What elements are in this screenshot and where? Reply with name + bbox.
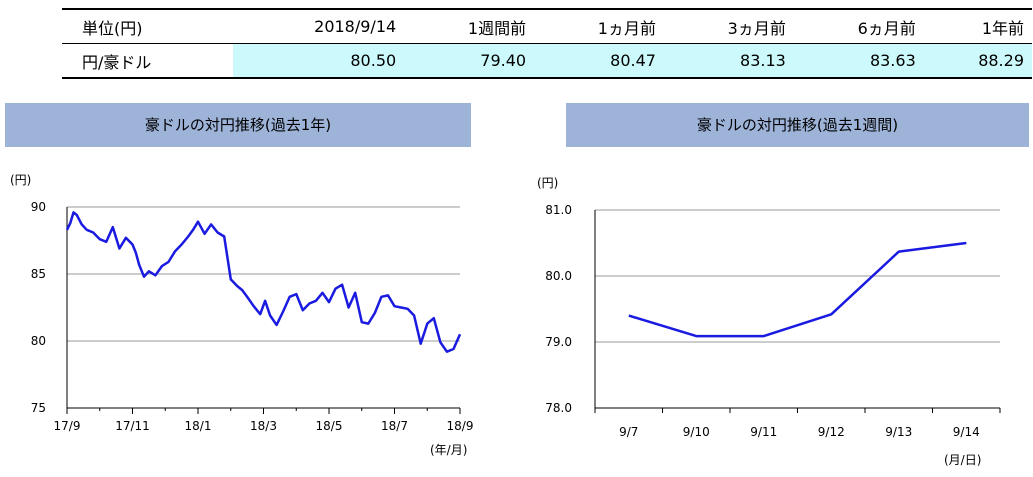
header-1-year: 1年前 xyxy=(923,9,1032,44)
y-tick-label-right: 79.0 xyxy=(545,335,572,349)
x-tick-label-left: 18/1 xyxy=(185,419,212,433)
y-unit-left: (円) xyxy=(10,173,31,187)
x-unit-right: (月/日) xyxy=(944,453,981,467)
chart-title-1-week: 豪ドルの対円推移(過去1週間) xyxy=(566,103,1029,147)
header-unit: 単位(円) xyxy=(62,9,233,44)
header-3-months: 3ヵ月前 xyxy=(663,9,794,44)
series-line-1-year xyxy=(65,211,462,353)
value-3-months: 83.13 xyxy=(663,43,794,79)
x-tick-label-left: 18/9 xyxy=(447,419,474,433)
y-tick-label-left: 90 xyxy=(31,200,46,214)
y-tick-label-left: 85 xyxy=(31,267,46,281)
x-tick-label-left: 17/9 xyxy=(54,419,81,433)
x-tick-label-left: 18/5 xyxy=(316,419,343,433)
x-tick-label-left: 18/3 xyxy=(250,419,277,433)
series-line-1-week xyxy=(628,241,967,338)
value-1-year: 88.29 xyxy=(923,43,1032,79)
x-tick-label-left: 17/11 xyxy=(115,419,150,433)
value-6-months: 83.63 xyxy=(793,43,924,79)
y-tick-label-left: 75 xyxy=(31,401,46,415)
x-tick-label-right: 9/14 xyxy=(953,425,980,439)
chart-title-1-year: 豪ドルの対円推移(過去1年) xyxy=(5,103,471,147)
value-1-week: 79.40 xyxy=(404,43,535,79)
header-1-week: 1週間前 xyxy=(404,9,535,44)
header-1-month: 1ヵ月前 xyxy=(534,9,664,44)
x-tick-label-left: 18/7 xyxy=(381,419,408,433)
x-tick-label-right: 9/13 xyxy=(885,425,912,439)
x-tick-label-right: 9/11 xyxy=(750,425,777,439)
x-tick-label-right: 9/12 xyxy=(818,425,845,439)
x-unit-left: (年/月) xyxy=(430,443,467,457)
value-1-month: 80.47 xyxy=(534,43,664,79)
row-label: 円/豪ドル xyxy=(62,43,233,79)
y-tick-label-right: 80.0 xyxy=(545,269,572,283)
y-tick-label-left: 80 xyxy=(31,334,46,348)
rate-table-header-row: 単位(円) 2018/9/14 1週間前 1ヵ月前 3ヵ月前 6ヵ月前 1年前 xyxy=(62,9,1032,44)
y-unit-right: (円) xyxy=(537,176,558,190)
x-tick-label-right: 9/7 xyxy=(619,425,638,439)
y-tick-label-right: 81.0 xyxy=(545,203,572,217)
rate-table: 単位(円) 2018/9/14 1週間前 1ヵ月前 3ヵ月前 6ヵ月前 1年前 … xyxy=(62,8,1032,79)
rate-table-row: 円/豪ドル 80.50 79.40 80.47 83.13 83.63 88.2… xyxy=(62,43,1032,79)
header-6-months: 6ヵ月前 xyxy=(793,9,924,44)
y-tick-label-right: 78.0 xyxy=(545,401,572,415)
value-date: 80.50 xyxy=(232,43,405,79)
header-date: 2018/9/14 xyxy=(232,9,405,44)
x-tick-label-right: 9/10 xyxy=(683,425,710,439)
